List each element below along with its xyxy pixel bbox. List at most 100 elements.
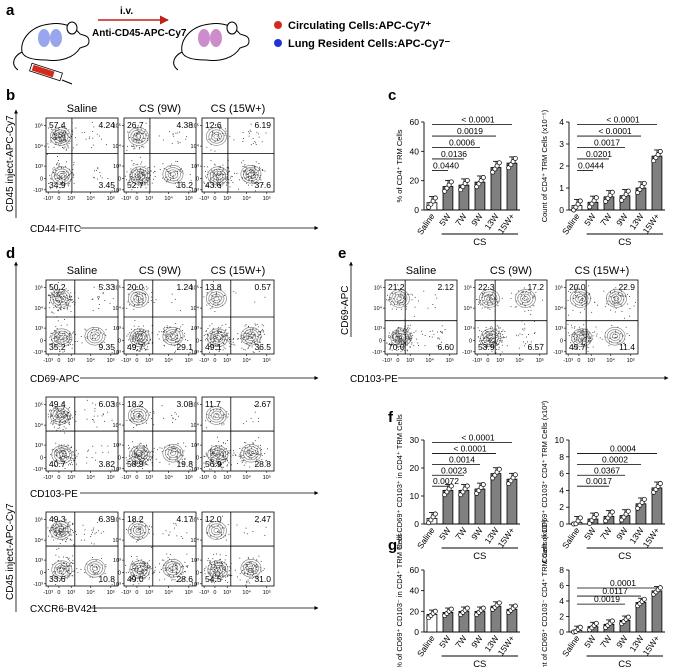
flow-event bbox=[480, 300, 481, 302]
quadrant-q1-value: 20.0 bbox=[127, 282, 144, 292]
flow-event bbox=[493, 338, 495, 340]
flow-contour bbox=[55, 525, 66, 536]
flow-event bbox=[240, 338, 242, 340]
flow-event bbox=[165, 169, 167, 170]
flow-event bbox=[250, 330, 252, 332]
flow-event bbox=[132, 573, 134, 575]
flow-event bbox=[186, 136, 187, 138]
flow-event bbox=[54, 337, 56, 339]
flow-event bbox=[210, 299, 212, 301]
flow-event bbox=[166, 553, 168, 555]
flow-event bbox=[62, 459, 64, 461]
flow-event bbox=[388, 335, 390, 336]
flow-event bbox=[66, 145, 68, 147]
flow-event bbox=[207, 572, 209, 574]
flow-event bbox=[62, 182, 64, 184]
flow-event bbox=[232, 343, 234, 345]
flow-event bbox=[222, 181, 224, 183]
flow-event bbox=[50, 285, 51, 287]
flow-event bbox=[58, 166, 60, 168]
flow-event bbox=[127, 301, 129, 303]
flow-event bbox=[530, 341, 532, 343]
flow-event bbox=[139, 132, 141, 134]
flow-event bbox=[215, 294, 217, 295]
flow-event bbox=[140, 442, 142, 444]
flow-event bbox=[139, 414, 140, 416]
flow-event bbox=[209, 519, 211, 521]
flow-event bbox=[217, 570, 219, 572]
flow-event bbox=[176, 455, 178, 457]
flow-event bbox=[85, 138, 87, 140]
flow-event bbox=[251, 567, 253, 569]
flow-event bbox=[226, 167, 228, 169]
x-tick-label: 10⁵ bbox=[263, 357, 271, 364]
flow-event bbox=[250, 417, 252, 419]
flow-event bbox=[211, 525, 213, 527]
flow-event bbox=[389, 343, 390, 344]
flow-event bbox=[55, 532, 57, 534]
flow-event bbox=[142, 568, 144, 570]
flow-event bbox=[190, 179, 192, 181]
flow-event bbox=[151, 182, 153, 184]
flow-event bbox=[54, 578, 56, 579]
flow-event bbox=[165, 341, 167, 343]
flow-event bbox=[167, 338, 169, 340]
flow-event bbox=[60, 182, 62, 184]
flow-event bbox=[134, 460, 136, 462]
x-tick-label: 10⁴ bbox=[164, 474, 173, 481]
flow-event bbox=[533, 296, 535, 297]
flow-event bbox=[136, 558, 138, 560]
flow-event bbox=[59, 295, 61, 296]
flow-event bbox=[141, 293, 143, 294]
flow-event bbox=[394, 296, 396, 298]
flow-event bbox=[64, 134, 65, 136]
flow-event bbox=[53, 137, 55, 138]
flow-event bbox=[72, 555, 74, 557]
flow-event bbox=[131, 137, 133, 139]
flow-event bbox=[429, 331, 431, 332]
flow-event bbox=[138, 292, 140, 294]
flow-event bbox=[399, 345, 401, 347]
flow-event bbox=[401, 338, 403, 340]
flow-event bbox=[73, 174, 75, 176]
flow-event bbox=[144, 182, 146, 184]
flow-event bbox=[211, 445, 213, 447]
flow-event bbox=[51, 137, 52, 138]
flow-event bbox=[131, 287, 133, 288]
flow-event bbox=[60, 459, 62, 461]
y-tick-label: 10³ bbox=[35, 326, 43, 332]
flow-event bbox=[219, 568, 220, 570]
flow-event bbox=[395, 340, 397, 342]
flow-event bbox=[226, 465, 228, 467]
flow-event bbox=[219, 559, 221, 561]
flow-event bbox=[139, 347, 141, 349]
flow-event bbox=[222, 466, 224, 468]
flow-event bbox=[133, 575, 135, 577]
flow-event bbox=[47, 413, 49, 415]
flow-event bbox=[245, 177, 247, 178]
flow-event bbox=[479, 300, 481, 302]
flow-event bbox=[217, 304, 219, 306]
flow-event bbox=[154, 571, 155, 573]
flow-event bbox=[97, 296, 98, 298]
flow-event bbox=[128, 339, 130, 341]
flow-event bbox=[489, 298, 490, 300]
flow-event bbox=[493, 347, 494, 349]
flow-event bbox=[392, 332, 394, 334]
flow-event bbox=[95, 338, 96, 340]
flow-event bbox=[81, 342, 83, 344]
flow-event bbox=[64, 319, 65, 320]
flow-event bbox=[503, 336, 504, 338]
flow-event bbox=[84, 328, 86, 330]
flow-event bbox=[226, 454, 228, 456]
flow-event bbox=[68, 531, 70, 532]
flow-event bbox=[61, 338, 63, 340]
flow-event bbox=[47, 294, 49, 296]
flow-event bbox=[253, 174, 255, 175]
flow-event bbox=[154, 170, 156, 172]
flow-event bbox=[142, 576, 143, 578]
flow-event bbox=[215, 174, 217, 176]
flow-event bbox=[139, 455, 141, 457]
flow-event bbox=[398, 294, 399, 296]
